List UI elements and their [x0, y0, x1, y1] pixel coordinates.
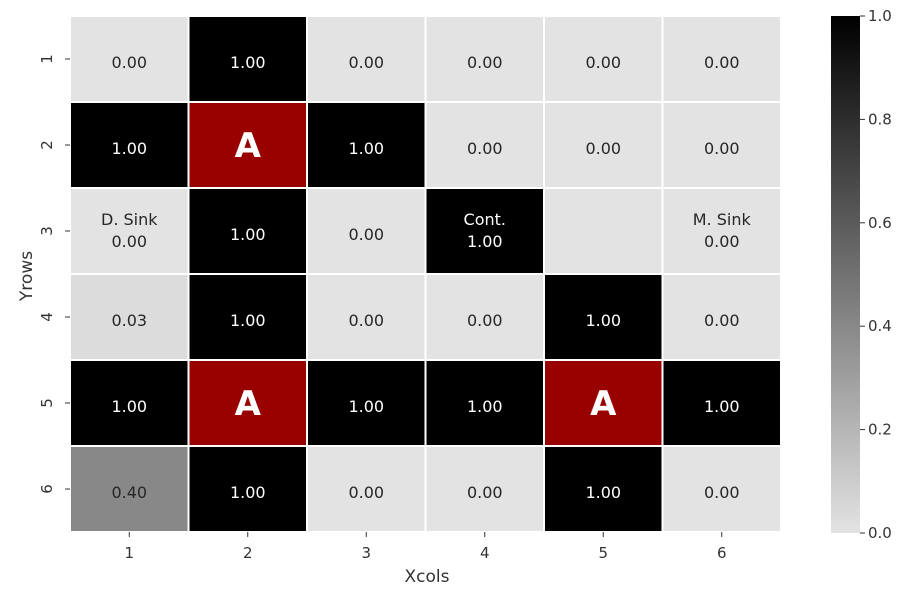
- heatmap-cell: [661, 273, 782, 361]
- x-axis-label: Xcols: [405, 567, 450, 587]
- cell-value-label: 0.00: [585, 139, 621, 158]
- y-tick-label: 5: [38, 398, 56, 408]
- cell-value-label: 1.00: [585, 483, 621, 502]
- y-tick-label: 6: [38, 484, 56, 494]
- heatmap-cell: [187, 101, 308, 189]
- cell-value-label: 0.00: [585, 53, 621, 72]
- heatmap-cells: 0.00 1.00 0.00 0.00 0.00 0.00 1.00 A 1.00 0.00 0.0…: [69, 15, 782, 533]
- heatmap-cell: [306, 273, 427, 361]
- cell-value-label: 1.00: [230, 311, 266, 330]
- x-tick-label: 6: [717, 544, 727, 562]
- y-axis-label: Yrows: [17, 251, 37, 302]
- cell-value-label: 0.00: [704, 311, 740, 330]
- cell-name-label: Cont.: [464, 210, 506, 229]
- heatmap-cell: [543, 187, 664, 275]
- cell-value-label: 0.00: [704, 232, 740, 251]
- heatmap-cell: [187, 445, 308, 533]
- cell-value-label: 1.00: [111, 139, 147, 158]
- cell-value-label: 1.00: [230, 483, 266, 502]
- x-tick-label: 2: [243, 544, 253, 562]
- heatmap-cell: [543, 445, 664, 533]
- x-tick-label: 1: [124, 544, 134, 562]
- x-axis-ticks: 1 2 3 4 5 6: [124, 532, 727, 562]
- y-tick-label: 1: [38, 54, 56, 64]
- heatmap-cell: [187, 15, 308, 103]
- cell-name-label: D. Sink: [101, 210, 158, 229]
- heatmap-cell: [661, 15, 782, 103]
- heatmap-cell: [306, 187, 427, 275]
- cell-value-label: 0.00: [704, 483, 740, 502]
- x-tick-label: 3: [361, 544, 371, 562]
- heatmap-cell: [187, 273, 308, 361]
- heatmap-cell: [69, 187, 190, 275]
- cell-value-label: 0.00: [467, 53, 503, 72]
- x-tick-label: 4: [480, 544, 490, 562]
- cell-value-label: 0.00: [111, 53, 147, 72]
- cell-value-label: 0.00: [348, 225, 384, 244]
- colorbar-tick-label: 0.4: [868, 317, 892, 335]
- heatmap-cell: [187, 359, 308, 447]
- colorbar-tick-label: 0.6: [868, 214, 892, 232]
- cell-value-label: 0.40: [111, 483, 147, 502]
- heatmap-cell: [661, 101, 782, 189]
- heatmap-cell: [306, 359, 427, 447]
- heatmap-cell: [306, 445, 427, 533]
- heatmap-cell: [69, 359, 190, 447]
- colorbar-tick-label: 0.2: [868, 421, 892, 439]
- cell-value-label: 0.03: [111, 311, 147, 330]
- cell-value-label: 1.00: [111, 397, 147, 416]
- agent-label: A: [235, 384, 262, 424]
- y-tick-label: 4: [38, 312, 56, 322]
- cell-value-label: 0.00: [348, 53, 384, 72]
- cell-value-label: 1.00: [585, 311, 621, 330]
- cell-value-label: 0.00: [111, 232, 147, 251]
- colorbar-tick-label: 0.8: [868, 110, 892, 128]
- cell-value-label: 1.00: [230, 225, 266, 244]
- cell-value-label: 0.00: [348, 311, 384, 330]
- heatmap-cell: [69, 15, 190, 103]
- agent-label: A: [590, 384, 617, 424]
- y-axis-ticks: 1 2 3 4 5 6: [38, 54, 70, 494]
- cell-value-label: 0.00: [704, 53, 740, 72]
- heatmap-cell: [424, 273, 545, 361]
- heatmap-cell: [543, 273, 664, 361]
- cell-value-label: 0.00: [467, 139, 503, 158]
- cell-value-label: 1.00: [467, 232, 503, 251]
- cell-value-label: 0.00: [467, 483, 503, 502]
- colorbar: [831, 16, 860, 533]
- cell-value-label: 1.00: [348, 397, 384, 416]
- heatmap-cell: [424, 101, 545, 189]
- heatmap-cell: [661, 359, 782, 447]
- heatmap-cell: [69, 445, 190, 533]
- y-tick-label: 2: [38, 140, 56, 150]
- cell-value-label: 0.00: [467, 311, 503, 330]
- cell-name-label: M. Sink: [693, 210, 752, 229]
- colorbar-ticks: 0.0 0.2 0.4 0.6 0.8 1.0: [860, 7, 892, 542]
- colorbar-tick-label: 1.0: [868, 7, 892, 25]
- x-tick-label: 5: [598, 544, 608, 562]
- y-tick-label: 3: [38, 226, 56, 236]
- colorbar-tick-label: 0.0: [868, 524, 892, 542]
- cell-value-label: 0.00: [704, 139, 740, 158]
- cell-value-label: 0.00: [348, 483, 384, 502]
- cell-value-label: 1.00: [230, 53, 266, 72]
- cell-value-label: 1.00: [704, 397, 740, 416]
- agent-label: A: [235, 126, 262, 166]
- heatmap-cell: [306, 15, 427, 103]
- cell-value-label: 1.00: [348, 139, 384, 158]
- heatmap-cell: [661, 187, 782, 275]
- heatmap-cell: [424, 187, 545, 275]
- cell-value-label: 1.00: [467, 397, 503, 416]
